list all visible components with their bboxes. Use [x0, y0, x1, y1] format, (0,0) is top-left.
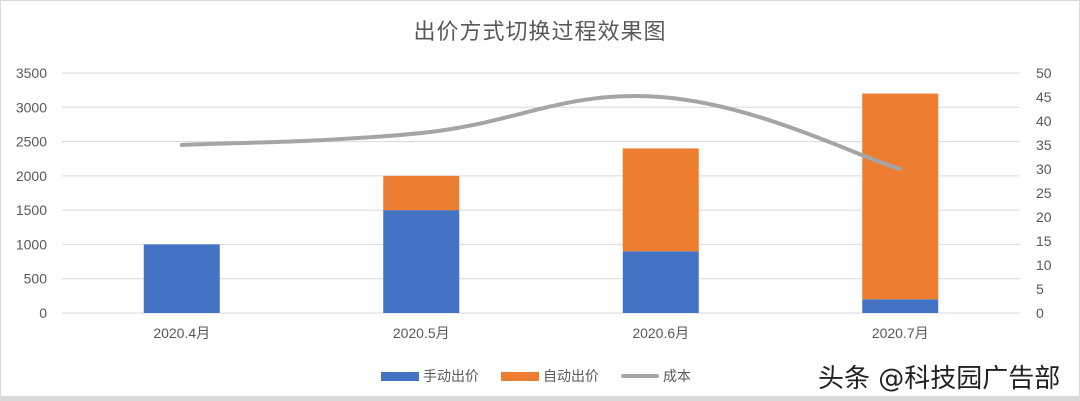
bar-auto: [862, 93, 939, 300]
left-axis-tick: 1000: [16, 236, 47, 252]
left-axis-tick: 3500: [16, 65, 47, 81]
category-label: 2020.7月: [872, 325, 929, 341]
right-axis-tick: 30: [1036, 161, 1052, 177]
right-axis-tick: 50: [1036, 65, 1052, 81]
category-label: 2020.4月: [153, 325, 210, 341]
legend-swatch-cost: [621, 374, 659, 378]
right-axis-tick: 25: [1036, 185, 1052, 201]
right-axis-tick: 5: [1036, 281, 1044, 297]
cost-line: [179, 94, 903, 171]
left-axis-tick: 3000: [16, 99, 47, 115]
legend-label-auto: 自动出价: [543, 369, 599, 385]
bar-manual: [622, 251, 699, 313]
bar-manual: [383, 210, 460, 313]
legend-item-cost: 成本: [621, 366, 691, 386]
right-axis-tick: 10: [1036, 257, 1052, 273]
legend-item-auto: 自动出价: [501, 366, 599, 386]
legend-swatch-manual: [381, 371, 419, 381]
left-axis-tick: 1500: [16, 202, 47, 218]
bottom-border: [0, 396, 1080, 401]
right-axis-tick: 20: [1036, 209, 1052, 225]
legend-label-manual: 手动出价: [423, 369, 479, 385]
left-axis-tick: 500: [24, 271, 48, 287]
left-axis-tick: 0: [39, 305, 47, 321]
chart-title: 出价方式切换过程效果图: [413, 20, 667, 45]
category-label: 2020.5月: [393, 325, 450, 341]
right-axis-tick: 35: [1036, 137, 1052, 153]
left-axis-tick: 2500: [16, 134, 47, 150]
right-axis-tick: 45: [1036, 89, 1052, 105]
category-label: 2020.6月: [632, 325, 689, 341]
watermark: 头条 @科技园广告部: [818, 364, 1061, 394]
legend: 手动出价 自动出价 成本: [381, 366, 713, 386]
legend-swatch-auto: [501, 371, 539, 381]
bar-auto: [383, 175, 460, 211]
right-axis-tick: 15: [1036, 233, 1052, 249]
legend-label-cost: 成本: [663, 369, 691, 385]
right-axis-tick: 0: [1036, 305, 1044, 321]
bar-manual: [143, 244, 220, 313]
bar-manual: [862, 299, 939, 313]
left-axis-tick: 2000: [16, 168, 47, 184]
bar-auto: [622, 148, 699, 252]
right-axis-tick: 40: [1036, 113, 1052, 129]
legend-item-manual: 手动出价: [381, 366, 479, 386]
